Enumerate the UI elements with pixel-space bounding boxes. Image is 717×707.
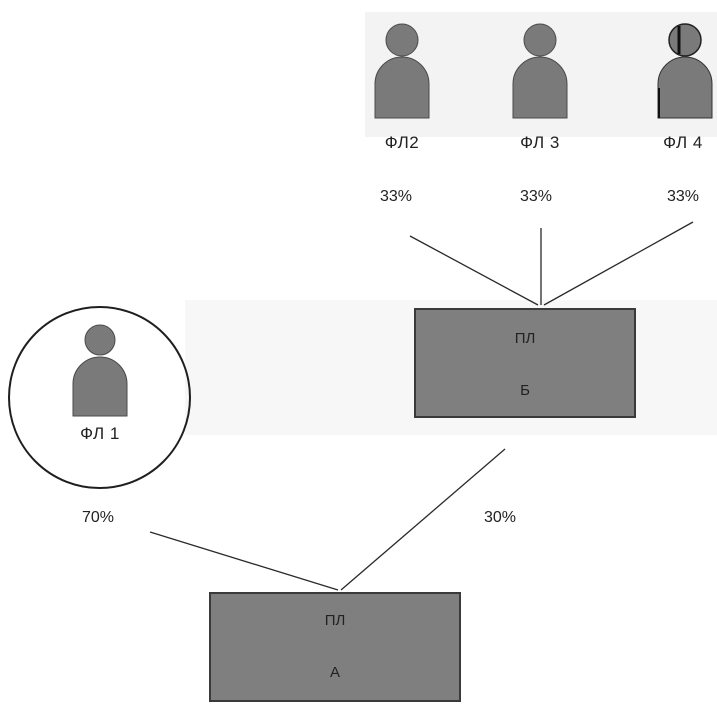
share-label-b: 30% (484, 509, 517, 526)
entity-b-type: ПЛ (514, 330, 536, 347)
share-label-fl1: 70% (82, 509, 115, 526)
highlight-circle-fl1 (8, 306, 191, 489)
person-icon (374, 23, 430, 119)
person-icon (657, 23, 713, 119)
person-label-fl2: ФЛ2 (384, 133, 420, 152)
share-label-fl2: 33% (380, 188, 413, 205)
line-fl2-to-b (409, 235, 539, 306)
person-fl3 (510, 18, 570, 120)
person-fl4 (655, 18, 715, 120)
entity-box-a: ПЛ А (209, 592, 461, 702)
entity-box-b: ПЛ Б (414, 308, 636, 418)
entity-a-name: А (329, 664, 340, 681)
person-label-fl4: ФЛ 4 (663, 133, 703, 152)
line-fl4-to-b (543, 221, 694, 306)
entity-a-type: ПЛ (324, 612, 346, 629)
person-fl2 (372, 18, 432, 120)
entity-b-name: Б (520, 382, 530, 399)
share-label-fl4: 33% (667, 188, 700, 205)
person-label-fl3: ФЛ 3 (520, 133, 560, 152)
person-fl1 (70, 322, 130, 418)
line-fl1-to-a (149, 531, 339, 591)
person-label-fl1: ФЛ 1 (80, 424, 120, 443)
share-label-fl3: 33% (520, 188, 553, 205)
line-b-to-a (340, 448, 506, 591)
person-icon (72, 324, 128, 417)
person-icon (512, 23, 568, 119)
